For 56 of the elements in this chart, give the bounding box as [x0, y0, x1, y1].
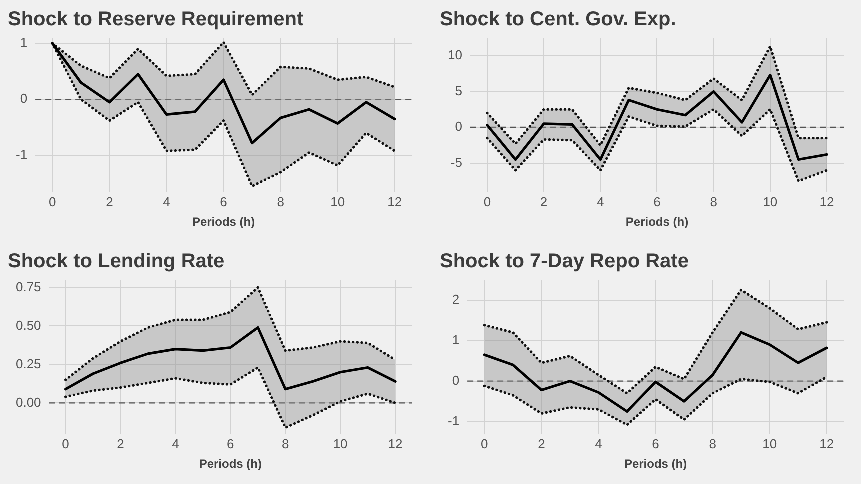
x-tick-label: 10	[333, 436, 348, 452]
x-tick-label: 12	[388, 194, 402, 210]
x-tick-label: 12	[388, 436, 403, 452]
chart-title: Shock to Reserve Requirement	[8, 8, 304, 31]
y-tick-label: -5	[450, 154, 462, 170]
x-tick-label: 4	[163, 194, 170, 210]
x-tick-label: 6	[220, 194, 228, 210]
x-tick-label: 0	[484, 194, 492, 210]
line-series	[483, 376, 828, 426]
x-tick-label: 10	[330, 194, 346, 210]
x-tick-label: 0	[481, 436, 488, 452]
x-tick-label: 8	[709, 436, 716, 452]
x-tick-label: 10	[762, 436, 778, 452]
y-tick-label: 0	[20, 91, 28, 106]
y-tick-label: 1	[20, 35, 28, 50]
chart-title: Shock to 7-Day Repo Rate	[440, 250, 689, 273]
y-tick-label: 2	[452, 292, 460, 307]
x-tick-label: 12	[820, 194, 834, 210]
x-tick-label: 6	[654, 194, 661, 210]
x-tick-label: 8	[282, 436, 290, 452]
x-tick-label: 2	[117, 436, 124, 452]
y-tick-label: 0.75	[16, 279, 42, 294]
y-tick-label: 5	[455, 83, 462, 98]
chart-title: Shock to Lending Rate	[8, 250, 225, 273]
line-series	[483, 288, 828, 395]
y-tick-label: 0.50	[16, 318, 42, 333]
x-tick-label: 0	[49, 194, 56, 210]
chart-title: Shock to Cent. Gov. Exp.	[440, 8, 676, 31]
x-tick-label: 6	[227, 436, 234, 452]
x-tick-label: 4	[595, 436, 602, 452]
y-tick-label: 1	[452, 332, 460, 348]
y-tick-label: -1	[16, 147, 28, 162]
y-tick-label: 0	[452, 372, 460, 388]
x-tick-label: 2	[540, 194, 548, 210]
line-series	[486, 108, 828, 183]
x-tick-label: 12	[820, 436, 834, 452]
y-tick-label: 0.25	[16, 356, 42, 372]
line-series	[486, 45, 828, 147]
x-axis-title: Periods (h)	[626, 215, 689, 230]
line-series	[64, 366, 397, 430]
y-tick-label: 0	[455, 119, 462, 134]
x-tick-label: 4	[172, 436, 180, 452]
x-axis-title: Periods (h)	[199, 457, 262, 472]
y-tick-label: -1	[448, 413, 460, 428]
x-axis-title: Periods (h)	[192, 215, 256, 230]
x-tick-label: 6	[652, 436, 660, 452]
x-tick-label: 0	[62, 436, 70, 452]
x-tick-label: 8	[277, 194, 284, 210]
x-tick-label: 8	[710, 194, 718, 210]
x-tick-label: 2	[106, 194, 114, 210]
x-tick-label: 2	[538, 436, 546, 452]
y-tick-label: 10	[448, 47, 462, 62]
x-tick-label: 4	[597, 194, 604, 210]
x-axis-title: Periods (h)	[624, 457, 688, 472]
x-tick-label: 10	[763, 194, 778, 210]
y-tick-label: 0.00	[16, 394, 42, 410]
